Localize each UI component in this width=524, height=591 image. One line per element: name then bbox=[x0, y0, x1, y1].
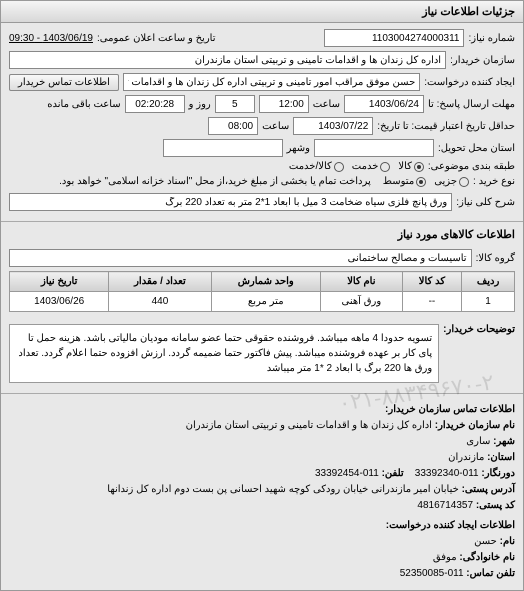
request-number-input[interactable] bbox=[324, 29, 464, 47]
response-deadline-date[interactable] bbox=[344, 95, 424, 113]
time-label-1: ساعت bbox=[313, 99, 340, 110]
packaging-option-both[interactable]: کالا/خدمت bbox=[289, 161, 344, 172]
buy-type-radio-group: جزیی متوسط bbox=[383, 176, 469, 187]
goods-section-title: اطلاعات کالاهای مورد نیاز bbox=[1, 221, 523, 243]
table-cell: 1 bbox=[462, 292, 515, 312]
creator-name-label: نام: bbox=[500, 536, 515, 547]
contact-province-label: استان: bbox=[487, 452, 515, 463]
contact-phone-label: تلفن: bbox=[382, 468, 404, 479]
time-remaining bbox=[125, 95, 185, 113]
contact-org-label: نام سازمان خریدار: bbox=[435, 420, 515, 431]
validity-time[interactable] bbox=[208, 117, 258, 135]
response-deadline-label: مهلت ارسال پاسخ: تا bbox=[428, 99, 515, 110]
creator-family-label: نام خانوادگی: bbox=[459, 552, 515, 563]
radio-icon bbox=[416, 177, 426, 187]
delivery-province-input[interactable] bbox=[314, 139, 434, 157]
days-remaining-label: روز و bbox=[189, 99, 211, 110]
contact-address: خیابان امیر مازندرانی خیابان رودکی کوچه … bbox=[107, 484, 458, 495]
packaging-option-goods[interactable]: کالا bbox=[398, 161, 424, 172]
table-row: 1--ورق آهنیمتر مربع4401403/06/26 bbox=[10, 292, 515, 312]
desc-input[interactable] bbox=[9, 193, 452, 211]
goods-table: ردیفکد کالانام کالاواحد شمارشتعداد / مقد… bbox=[9, 271, 515, 312]
table-cell: متر مربع bbox=[211, 292, 320, 312]
goods-group-label: گروه کالا: bbox=[476, 253, 515, 264]
table-cell: 440 bbox=[109, 292, 211, 312]
radio-icon bbox=[414, 162, 424, 172]
buy-note: پرداخت تمام یا بخشی از مبلغ خرید،از محل … bbox=[59, 176, 371, 187]
creator-tel-label: تلفن تماس: bbox=[466, 568, 515, 579]
table-header: نام کالا bbox=[320, 272, 402, 292]
contact-address-label: آدرس پستی: bbox=[462, 484, 515, 495]
delivery-province-label: استان محل تحویل: bbox=[438, 143, 515, 154]
validity-label: حداقل تاریخ اعتبار قیمت: تا تاریخ: bbox=[377, 121, 515, 132]
packaging-radio-group: کالا خدمت کالا/خدمت bbox=[289, 161, 424, 172]
buy-option-medium[interactable]: متوسط bbox=[383, 176, 426, 187]
table-header: تعداد / مقدار bbox=[109, 272, 211, 292]
radio-icon bbox=[334, 162, 344, 172]
notes-label: توضیحات خریدار: bbox=[443, 324, 515, 335]
announce-datetime-value: 1403/06/19 - 09:30 bbox=[9, 33, 93, 44]
table-header: کد کالا bbox=[402, 272, 461, 292]
response-deadline-time[interactable] bbox=[259, 95, 309, 113]
buyer-contact-button[interactable]: اطلاعات تماس خریدار bbox=[9, 74, 119, 91]
table-header: واحد شمارش bbox=[211, 272, 320, 292]
radio-icon bbox=[380, 162, 390, 172]
contact-province: مازندران bbox=[448, 452, 484, 463]
packaging-label: طبقه بندی موضوعی: bbox=[428, 161, 515, 172]
notes-text: تسویه حدودا 4 ماهه میباشد. فروشنده حقوقی… bbox=[9, 324, 439, 383]
creator-section-title: اطلاعات ایجاد کننده درخواست: bbox=[9, 518, 515, 534]
panel-title: جزئیات اطلاعات نیاز bbox=[1, 1, 523, 23]
creator-family: موفق bbox=[433, 552, 457, 563]
contact-postal-label: کد پستی: bbox=[476, 500, 515, 511]
contact-city: ساری bbox=[466, 436, 490, 447]
request-creator-label: ایجاد کننده درخواست: bbox=[424, 77, 515, 88]
validity-date[interactable] bbox=[293, 117, 373, 135]
buyer-org-input[interactable] bbox=[9, 51, 446, 69]
time-remaining-label: ساعت باقی مانده bbox=[47, 99, 120, 110]
radio-icon bbox=[459, 177, 469, 187]
contact-org: اداره کل زندان ها و اقدامات تامینی و ترب… bbox=[186, 420, 432, 431]
contact-postal: 4816714357 bbox=[417, 500, 473, 511]
table-header: تاریخ نیاز bbox=[10, 272, 109, 292]
time-label-2: ساعت bbox=[262, 121, 289, 132]
days-remaining bbox=[215, 95, 255, 113]
contact-fax-label: دورنگار: bbox=[481, 468, 515, 479]
desc-label: شرح کلی نیاز: bbox=[456, 197, 515, 208]
contact-phone: 011-33392454 bbox=[315, 468, 379, 479]
request-creator-input[interactable] bbox=[123, 73, 420, 91]
delivery-city-label: وشهر bbox=[287, 143, 310, 154]
buy-type-label: نوع خرید : bbox=[473, 176, 515, 187]
table-cell: 1403/06/26 bbox=[10, 292, 109, 312]
announce-datetime-label: تاریخ و ساعت اعلان عمومی: bbox=[97, 33, 216, 44]
delivery-city-input[interactable] bbox=[163, 139, 283, 157]
table-cell: ورق آهنی bbox=[320, 292, 402, 312]
request-number-label: شماره نیاز: bbox=[468, 33, 515, 44]
goods-group-input[interactable] bbox=[9, 249, 472, 267]
creator-tel: 011-52350085 bbox=[400, 568, 464, 579]
contact-fax: 011-33392340 bbox=[415, 468, 479, 479]
contact-city-label: شهر: bbox=[493, 436, 515, 447]
buyer-org-label: سازمان خریدار: bbox=[450, 55, 515, 66]
creator-name: حسن bbox=[474, 536, 497, 547]
packaging-option-service[interactable]: خدمت bbox=[352, 161, 391, 172]
buy-option-partial[interactable]: جزیی bbox=[434, 176, 469, 187]
table-cell: -- bbox=[402, 292, 461, 312]
contact-section-title: اطلاعات تماس سازمان خریدار: bbox=[9, 402, 515, 418]
table-header: ردیف bbox=[462, 272, 515, 292]
